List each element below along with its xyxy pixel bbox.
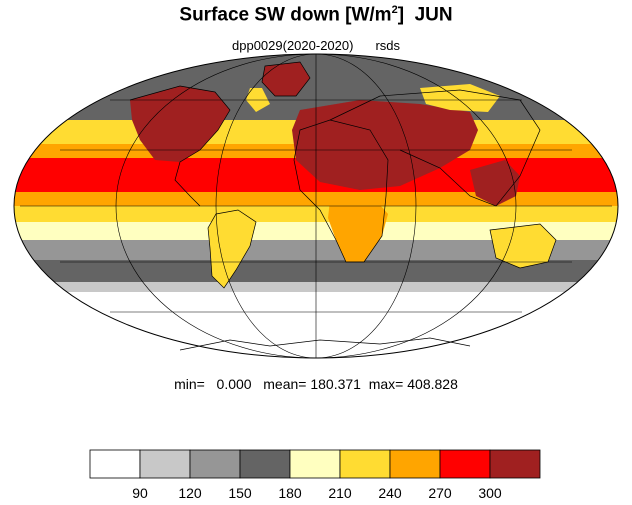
world-map — [13, 53, 619, 359]
mean-label: mean= — [263, 376, 307, 392]
coast-eurasia — [329, 89, 541, 207]
coast-antarctica — [179, 337, 471, 351]
coast-south-america — [207, 209, 257, 289]
colorbar-tick-label: 240 — [378, 485, 402, 501]
north-america-max — [130, 86, 230, 162]
colorbar-bin — [89, 449, 141, 479]
colorbar-bin — [239, 449, 291, 479]
siberia-yellow — [420, 84, 500, 112]
colorbar-bin — [139, 449, 191, 479]
statistics-line: min= 0.000 mean= 180.371 max= 408.828 — [0, 376, 632, 392]
title-superscript: 2 — [391, 4, 398, 16]
east-asia-max — [470, 160, 520, 206]
min-label: min= — [174, 376, 205, 392]
colorbar-bin — [439, 449, 491, 479]
variable-label: rsds — [375, 38, 400, 53]
title-month: JUN — [414, 4, 453, 26]
min-value: 0.000 — [216, 376, 252, 392]
title-bracket: ] — [397, 4, 405, 26]
chart-subtitle: dpp0029(2020-2020) rsds — [0, 38, 632, 53]
sahara-eurasia-max — [292, 100, 478, 190]
south-america-field — [208, 210, 256, 288]
chart-title: Surface SW down [W/m2] JUN — [0, 4, 632, 26]
coast-north-america — [129, 85, 231, 207]
map-boundary — [13, 53, 619, 359]
colorbar-bin — [389, 449, 441, 479]
greenland-max — [262, 62, 310, 96]
coastlines — [129, 61, 557, 351]
max-label: max= — [368, 376, 404, 392]
southern-africa-field — [328, 196, 388, 262]
colorbar-tick-label: 90 — [132, 485, 148, 501]
mean-value: 180.371 — [310, 376, 361, 392]
colorbar-tick-label: 150 — [228, 485, 252, 501]
coast-africa — [293, 119, 389, 263]
colorbar-tick-label: 210 — [328, 485, 352, 501]
max-value: 408.828 — [407, 376, 458, 392]
colorbar-tick-label: 300 — [478, 485, 502, 501]
colorbar-bin — [339, 449, 391, 479]
colorbar-tick-label: 120 — [178, 485, 202, 501]
coast-greenland — [261, 61, 311, 97]
title-text: Surface SW down [W/m — [179, 4, 392, 26]
colorbar-bin — [489, 449, 541, 479]
run-label: dpp0029(2020-2020) — [232, 38, 354, 53]
colorbar-bin — [189, 449, 241, 479]
colorbar-tick-label: 270 — [428, 485, 452, 501]
colorbar-bin — [289, 449, 341, 479]
coast-australia — [489, 223, 557, 269]
australia-field — [490, 224, 556, 268]
colorbar-tick-label: 180 — [278, 485, 302, 501]
